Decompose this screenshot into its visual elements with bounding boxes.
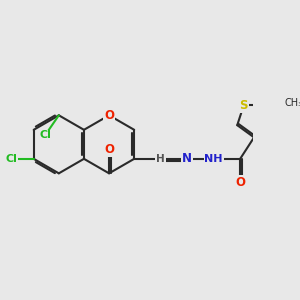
Text: S: S <box>239 99 248 112</box>
Text: Cl: Cl <box>5 154 17 164</box>
Text: Cl: Cl <box>39 130 51 140</box>
Text: O: O <box>104 143 114 156</box>
Text: CH₃: CH₃ <box>285 98 300 108</box>
Text: O: O <box>104 109 114 122</box>
Text: N: N <box>182 152 192 165</box>
Text: O: O <box>235 176 245 189</box>
Text: H: H <box>156 154 165 164</box>
Text: NH: NH <box>204 154 223 164</box>
